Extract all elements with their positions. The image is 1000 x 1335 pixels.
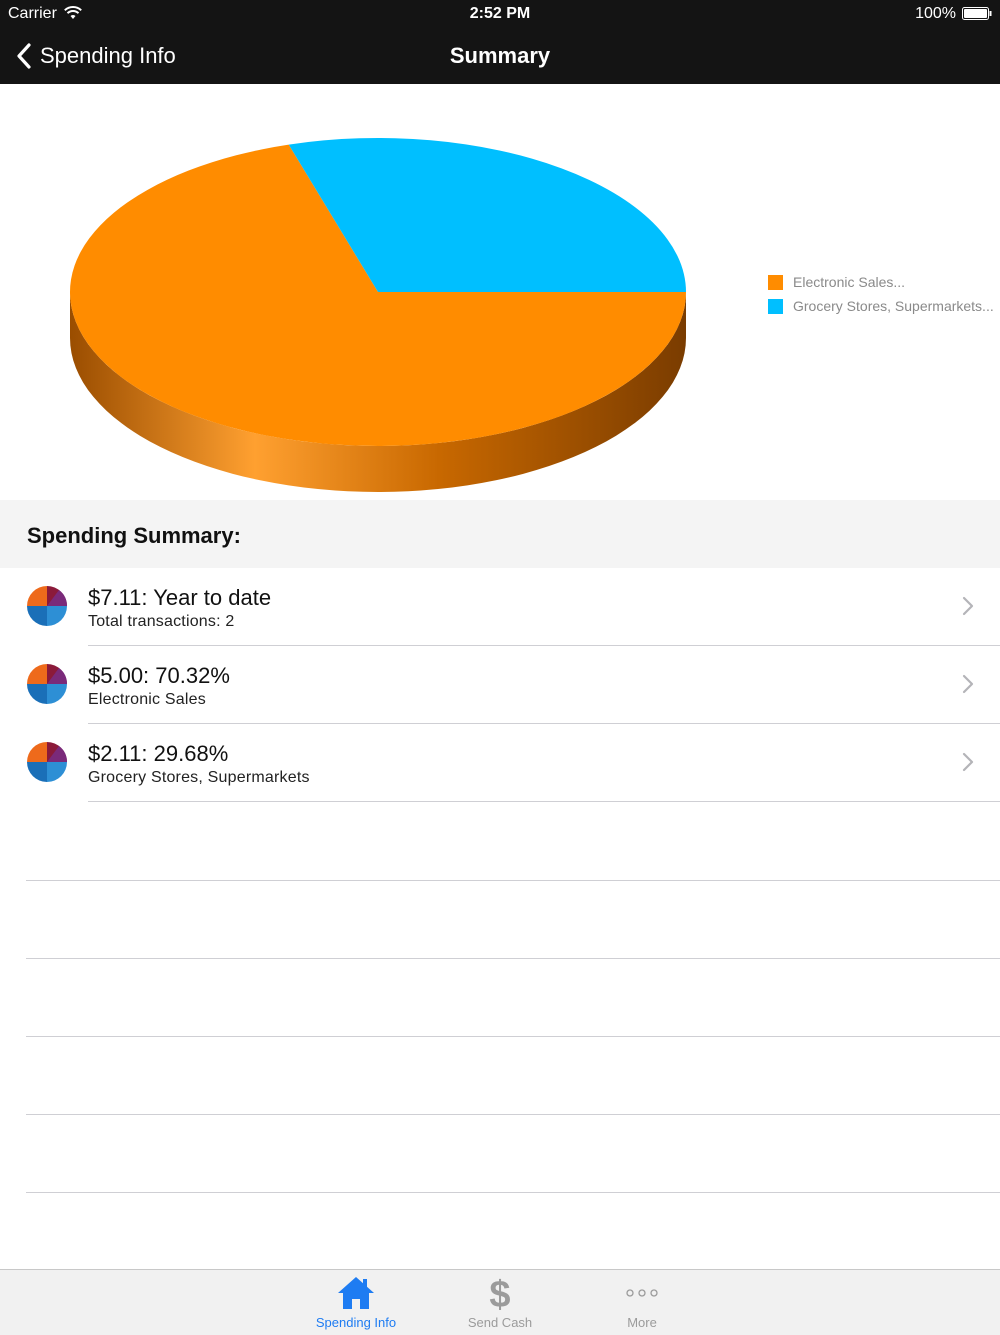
chevron-right-icon <box>962 596 974 616</box>
chevron-left-icon <box>17 43 31 69</box>
legend-item: Grocery Stores, Supermarkets... <box>768 294 994 318</box>
legend-item: Electronic Sales... <box>768 270 994 294</box>
pie-slice-1[interactable] <box>288 138 686 292</box>
row-subtitle: Grocery Stores, Supermarkets <box>88 769 310 786</box>
chart-legend: Electronic Sales... Grocery Stores, Super… <box>768 270 994 318</box>
pie-chart-area: Electronic Sales... Grocery Stores, Super… <box>0 84 1000 500</box>
pie-chart-icon <box>27 742 67 782</box>
svg-text:$: $ <box>489 1274 510 1312</box>
battery-icon <box>962 7 992 20</box>
tab-spending-info[interactable]: Spending Info <box>286 1270 426 1335</box>
page-title: Summary <box>449 43 551 68</box>
section-title: Spending Summary: <box>27 523 241 548</box>
wifi-icon <box>64 6 82 19</box>
pie-slice-0[interactable] <box>70 144 687 447</box>
tab-send-cash[interactable]: $ Send Cash <box>430 1270 570 1335</box>
list-item[interactable]: $5.00: 70.32% Electronic Sales <box>0 646 1000 724</box>
pie-chart-icon <box>27 664 67 704</box>
more-dots-icon <box>626 1289 658 1297</box>
tab-label: Spending Info <box>315 1315 397 1330</box>
row-separator <box>88 723 1000 724</box>
chevron-right-icon <box>962 674 974 694</box>
empty-row-separator <box>26 1114 1000 1115</box>
empty-row-separator <box>26 958 1000 959</box>
tab-label: Send Cash <box>467 1315 533 1330</box>
home-icon <box>338 1277 374 1309</box>
legend-label: Grocery Stores, Supermarkets... <box>793 298 994 314</box>
clock: 2:52 PM <box>469 5 531 22</box>
battery-percent: 100% <box>915 5 956 22</box>
legend-label: Electronic Sales... <box>793 274 906 290</box>
pie-chart-icon <box>27 586 67 626</box>
section-header: Spending Summary: <box>0 500 1000 568</box>
row-separator <box>88 801 1000 802</box>
list-item[interactable]: $2.11: 29.68% Grocery Stores, Supermarke… <box>0 724 1000 802</box>
empty-row-separator <box>26 880 1000 881</box>
list-item[interactable]: $7.11: Year to date Total transactions: … <box>0 568 1000 646</box>
chevron-right-icon <box>962 752 974 772</box>
back-button-label: Spending Info <box>40 43 176 68</box>
tab-label: More <box>627 1315 657 1330</box>
pie-side-wall <box>70 292 686 492</box>
navigation-bar: Spending Info Summary <box>0 28 1000 84</box>
pie-chart <box>70 138 687 492</box>
row-title: $7.11: Year to date <box>88 585 272 610</box>
tab-bar: Spending Info $ Send Cash More <box>0 1269 1000 1335</box>
status-bar: Carrier 2:52 PM 100% <box>0 0 1000 28</box>
row-title: $5.00: 70.32% <box>88 663 230 688</box>
tab-more[interactable]: More <box>572 1270 712 1335</box>
empty-row-separator <box>26 1036 1000 1037</box>
legend-swatch <box>768 298 783 314</box>
carrier-label: Carrier <box>8 5 57 22</box>
row-separator <box>88 645 1000 646</box>
row-title: $2.11: 29.68% <box>88 741 229 766</box>
dollar-icon: $ <box>489 1274 510 1312</box>
back-button[interactable]: Spending Info <box>14 40 176 72</box>
spending-list: $7.11: Year to date Total transactions: … <box>0 568 1000 802</box>
row-subtitle: Total transactions: 2 <box>88 613 235 630</box>
empty-row-separator <box>26 1192 1000 1193</box>
legend-swatch <box>768 274 783 290</box>
row-subtitle: Electronic Sales <box>88 691 206 708</box>
